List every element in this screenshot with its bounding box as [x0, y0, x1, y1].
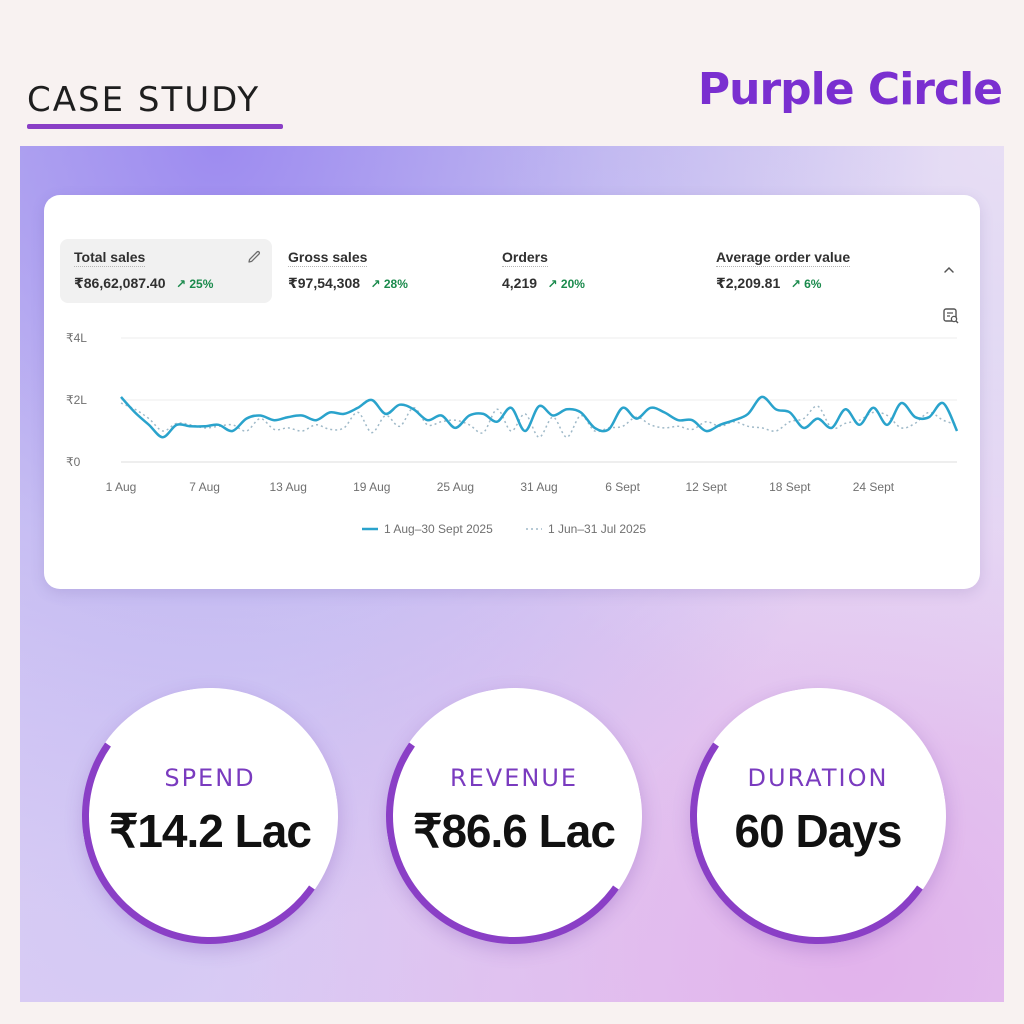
x-tick-label: 6 Sept: [605, 480, 640, 494]
stat-label: REVENUE: [449, 764, 579, 792]
x-tick-label: 24 Sept: [853, 480, 895, 494]
x-tick-label: 25 Aug: [437, 480, 474, 494]
brand-logo: Purple Circle: [697, 64, 1003, 115]
metric-change: ↗ 6%: [790, 277, 822, 291]
stat-value: ₹14.2 Lac: [109, 805, 311, 857]
legend-previous[interactable]: 1 Jun–31 Jul 2025: [526, 522, 646, 536]
x-tick-label: 18 Sept: [769, 480, 811, 494]
sales-dashboard-card: Total sales ₹86,62,087.40 ↗ 25% Gross sa…: [44, 195, 980, 589]
series-line-current: [120, 395, 959, 439]
metric-change: ↗ 20%: [547, 277, 585, 291]
legend-previous-label: 1 Jun–31 Jul 2025: [548, 522, 647, 536]
stat-value: ₹86.6 Lac: [413, 805, 615, 857]
stat-label: SPEND: [164, 764, 256, 792]
stat-circle-revenue: REVENUE ₹86.6 Lac: [365, 667, 663, 965]
title-underline: [27, 124, 283, 129]
sales-line-chart: ₹4L ₹2L ₹0 1 Aug 7 Aug 13 Aug 19 Aug 25 Aug 31 …: [66, 331, 959, 494]
metric-label: Gross sales: [288, 249, 368, 267]
legend-dotted-swatch: [526, 528, 542, 530]
stat-label: DURATION: [747, 764, 889, 792]
metric-orders[interactable]: Orders 4,219 ↗ 20%: [488, 239, 700, 303]
x-tick-label: 12 Sept: [686, 480, 728, 494]
legend-current[interactable]: 1 Aug–30 Sept 2025: [362, 522, 493, 536]
metric-gross-sales[interactable]: Gross sales ₹97,54,308 ↗ 28%: [274, 239, 486, 303]
stat-value: 60 Days: [734, 805, 902, 857]
x-tick-label: 31 Aug: [520, 480, 557, 494]
legend-current-label: 1 Aug–30 Sept 2025: [384, 522, 493, 536]
stat-circle-spend: SPEND ₹14.2 Lac: [61, 667, 359, 965]
x-tick-label: 1 Aug: [106, 480, 137, 494]
y-tick-label: ₹2L: [66, 393, 87, 407]
metric-change: ↗ 28%: [370, 277, 408, 291]
pencil-icon[interactable]: [246, 249, 262, 270]
y-tick-label: ₹4L: [66, 331, 87, 345]
case-study-title: CASE STUDY: [27, 80, 261, 120]
metric-label: Orders: [502, 249, 548, 267]
metric-value: ₹2,209.81: [716, 275, 781, 291]
series-line-previous: [120, 402, 958, 438]
x-tick-label: 19 Aug: [353, 480, 390, 494]
legend-solid-swatch: [362, 527, 378, 531]
stat-circle-duration: DURATION 60 Days: [669, 667, 967, 965]
metric-label: Total sales: [74, 249, 146, 267]
metric-label: Average order value: [716, 249, 851, 267]
metric-average-order-value[interactable]: Average order value ₹2,209.81 ↗ 6%: [702, 239, 932, 303]
metric-total-sales[interactable]: Total sales ₹86,62,087.40 ↗ 25%: [60, 239, 272, 303]
x-tick-label: 7 Aug: [189, 480, 220, 494]
metric-value: 4,219: [502, 275, 538, 291]
chevron-up-icon[interactable]: [942, 263, 956, 282]
metric-change: ↗ 25%: [175, 277, 214, 291]
x-tick-label: 13 Aug: [270, 480, 307, 494]
metric-value: ₹86,62,087.40: [74, 275, 166, 291]
y-tick-label: ₹0: [66, 455, 81, 469]
insight-icon[interactable]: [942, 307, 960, 330]
metric-value: ₹97,54,308: [288, 275, 361, 291]
